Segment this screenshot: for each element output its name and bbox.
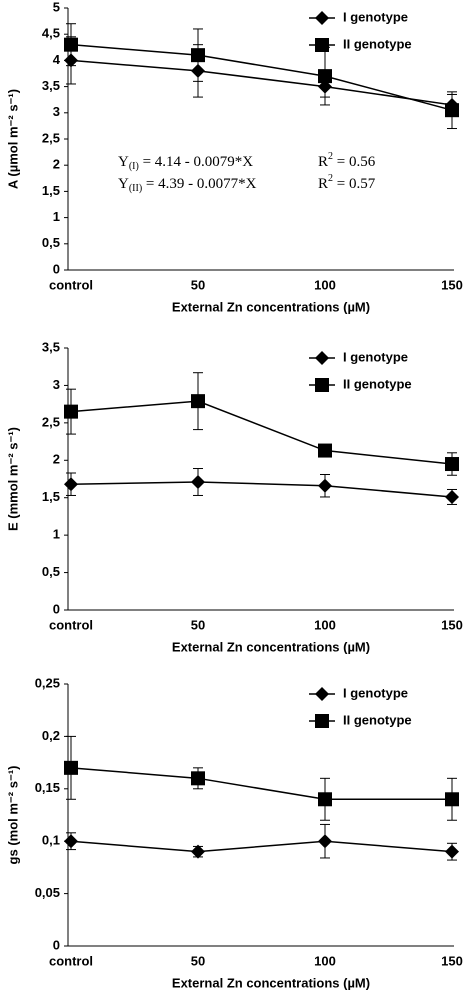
y-tick-label: 1 — [53, 209, 60, 224]
y-tick-label: 3,5 — [42, 339, 60, 354]
marker — [445, 844, 459, 859]
annotation-part: = 0.57 — [333, 176, 376, 192]
series-line — [70, 400, 453, 465]
y-tick-label: 0,25 — [35, 675, 60, 690]
x-tick-label: control — [49, 277, 93, 292]
y-tick-label: 0,5 — [42, 235, 60, 250]
marker — [315, 378, 329, 392]
marker — [64, 760, 78, 775]
x-axis-label: External Zn concentrations (µM) — [172, 299, 370, 314]
series-line — [70, 767, 452, 801]
marker — [64, 834, 78, 849]
legend-label: II genotype — [343, 376, 412, 391]
annotation-part: R — [318, 176, 328, 192]
annotation-part: 2 — [328, 173, 333, 184]
marker — [64, 37, 78, 52]
annotation-part: R — [318, 154, 328, 170]
y-tick-label: 0,1 — [42, 833, 60, 848]
annotation-part: = 4.39 - 0.0077*X — [142, 176, 256, 192]
y-tick-label: 2 — [53, 452, 60, 467]
y-tick-label: 4,5 — [42, 26, 60, 41]
marker — [315, 687, 329, 701]
series-line — [70, 43, 453, 111]
y-tick-label: 1,5 — [42, 183, 60, 198]
legend-label: I genotype — [343, 349, 408, 364]
marker — [191, 771, 205, 786]
y-tick-label: 0,05 — [35, 885, 60, 900]
annotation: R2 = 0.56 — [318, 151, 376, 170]
x-axis-label: External Zn concentrations (µM) — [172, 639, 370, 654]
marker — [64, 404, 78, 419]
x-tick-label: 100 — [314, 953, 336, 968]
annotation-part: Y — [118, 176, 129, 192]
series-line — [70, 840, 453, 853]
marker — [315, 38, 329, 52]
annotation-part: = 0.56 — [333, 154, 376, 170]
marker — [191, 844, 205, 859]
marker — [445, 103, 459, 118]
marker — [445, 792, 459, 807]
annotation-part: = 4.14 - 0.0079*X — [139, 154, 253, 170]
legend-label: I genotype — [343, 685, 408, 700]
y-tick-label: 0 — [53, 937, 60, 952]
annotation: Y(I) = 4.14 - 0.0079*X — [118, 154, 253, 172]
x-tick-label: 100 — [314, 617, 336, 632]
y-axis-label: E (mmol m⁻² s⁻¹) — [5, 427, 20, 531]
y-tick-label: 0 — [53, 261, 60, 276]
marker — [191, 394, 205, 409]
x-axis-label: External Zn concentrations (µM) — [172, 975, 370, 990]
y-tick-label: 1,5 — [42, 489, 60, 504]
marker — [318, 834, 332, 849]
marker — [191, 474, 205, 489]
marker — [315, 714, 329, 728]
y-tick-label: 0,15 — [35, 780, 60, 795]
marker — [445, 457, 459, 472]
annotation-part: Y — [118, 154, 129, 170]
marker — [445, 489, 459, 504]
marker — [318, 792, 332, 807]
x-tick-label: 100 — [314, 277, 336, 292]
y-tick-label: 5 — [53, 0, 60, 14]
y-tick-label: 1 — [53, 527, 60, 542]
legend-label: II genotype — [343, 36, 412, 51]
legend-label: II genotype — [343, 712, 412, 727]
y-tick-label: 0,2 — [42, 728, 60, 743]
y-axis-label: A (µmol m⁻² s⁻¹) — [5, 89, 20, 189]
y-tick-label: 2,5 — [42, 414, 60, 429]
y-tick-label: 2,5 — [42, 130, 60, 145]
x-tick-label: 50 — [191, 953, 205, 968]
x-tick-label: 150 — [441, 617, 463, 632]
x-tick-label: control — [49, 953, 93, 968]
y-tick-label: 3 — [53, 377, 60, 392]
annotation-part: (I) — [129, 161, 139, 172]
y-tick-label: 4 — [53, 52, 61, 67]
y-tick-label: 3 — [53, 104, 60, 119]
series-line — [70, 59, 453, 106]
annotation-part: 2 — [328, 151, 333, 162]
series-line — [70, 481, 453, 498]
marker — [315, 11, 329, 25]
y-tick-label: 0,5 — [42, 564, 60, 579]
marker — [64, 477, 78, 492]
annotation: Y(II) = 4.39 - 0.0077*X — [118, 176, 257, 194]
x-tick-label: 150 — [441, 277, 463, 292]
y-tick-label: 0 — [53, 601, 60, 616]
y-axis-label: gs (mol m⁻² s⁻¹) — [5, 766, 20, 865]
marker — [318, 69, 332, 84]
legend-label: I genotype — [343, 9, 408, 24]
y-tick-label: 3,5 — [42, 78, 60, 93]
y-tick-label: 2 — [53, 157, 60, 172]
x-tick-label: control — [49, 617, 93, 632]
x-tick-label: 50 — [191, 277, 205, 292]
annotation-part: (II) — [129, 183, 142, 194]
marker — [315, 351, 329, 365]
marker — [191, 48, 205, 63]
x-tick-label: 50 — [191, 617, 205, 632]
x-tick-label: 150 — [441, 953, 463, 968]
marker — [318, 443, 332, 458]
marker — [318, 478, 332, 493]
annotation: R2 = 0.57 — [318, 173, 376, 192]
